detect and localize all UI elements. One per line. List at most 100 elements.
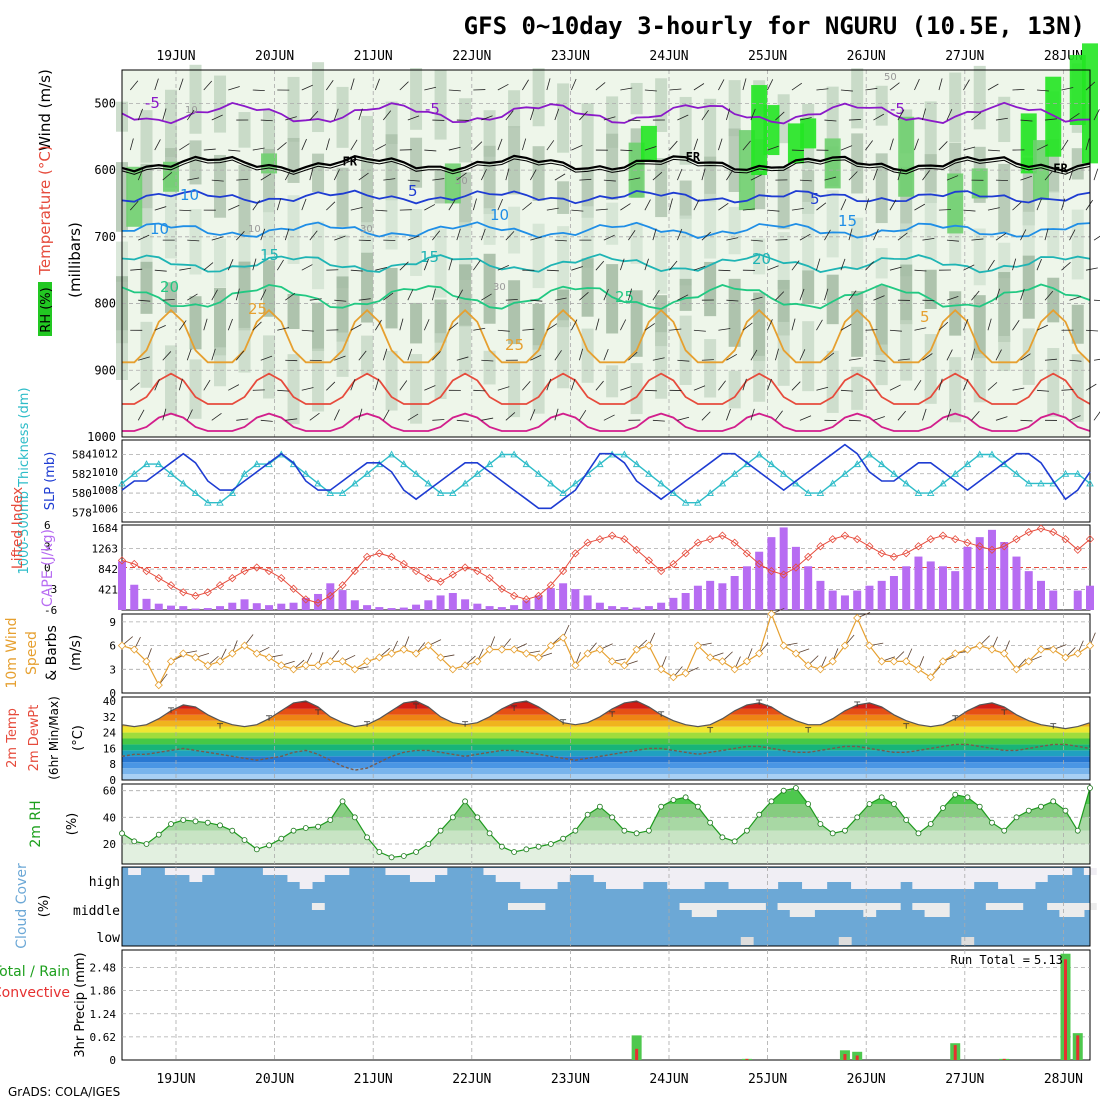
cape-bar (1086, 585, 1094, 610)
temp-ylabel-2: 2m DewPt (27, 705, 42, 772)
rh-shade-cell (238, 261, 251, 331)
thickness-line (121, 453, 1091, 504)
rh-shade-cell (214, 154, 227, 218)
li-marker (522, 595, 531, 604)
wind-barb (628, 229, 636, 241)
wind-barb (407, 413, 419, 421)
rh-marker (315, 823, 321, 830)
wind-barb (480, 228, 486, 241)
high-cloud-gap (544, 868, 558, 889)
freezing-level-label: FR (686, 150, 701, 164)
rh-marker (474, 814, 481, 821)
wind-barb (579, 178, 592, 181)
li-marker (828, 535, 837, 544)
temp-color-band (122, 726, 1090, 733)
wind-barb (677, 114, 689, 121)
wind-speed-marker (644, 641, 653, 650)
wind-barb (726, 299, 739, 302)
cape-bar (595, 602, 604, 610)
thickness-marker (191, 489, 200, 497)
wind-barb (946, 239, 959, 242)
wind-barb (963, 209, 976, 212)
wind-barb (726, 408, 731, 421)
cloud-cover-panel: high middle low Cloud Cover (%) (14, 863, 1097, 949)
wind-barb (840, 199, 847, 211)
li-marker (742, 549, 752, 558)
rh-shade-cell (1071, 148, 1084, 180)
li-marker (301, 595, 310, 604)
wind-ylabel-2: Speed (24, 631, 40, 675)
thickness-marker (1024, 479, 1033, 487)
wind-speed-marker (326, 657, 335, 666)
rh-shade-cell (851, 68, 864, 129)
wind-barb (1061, 87, 1074, 91)
rh-marker (1025, 807, 1032, 814)
high-cloud-gap (409, 868, 423, 882)
wind-speed-marker (571, 661, 580, 670)
li-marker (779, 570, 788, 579)
wind-barb (824, 229, 831, 241)
temp-color-band (122, 774, 1090, 780)
cape-bar (1024, 571, 1033, 610)
wind-barb (529, 409, 536, 421)
wind-barb (922, 108, 926, 121)
cape-bar (338, 590, 347, 610)
rh-shade-cell (630, 363, 643, 415)
li-marker (644, 556, 653, 565)
cape-bar (1000, 542, 1009, 610)
wind-barb (276, 198, 282, 211)
wind-barb (938, 321, 949, 331)
wind-barb (211, 289, 218, 301)
wind-barb (203, 318, 208, 331)
wind-barb (620, 149, 633, 152)
high-cloud-gap (422, 868, 436, 882)
upper-air-temp-label: Temperature (°C) (36, 145, 54, 275)
convective-precip-bar (953, 1045, 957, 1060)
wind-barb (603, 288, 609, 301)
thickness-marker (657, 479, 665, 487)
middle-cloud-gap (838, 903, 852, 910)
wind-barb (473, 389, 486, 392)
rh-marker (596, 803, 603, 810)
wind-speed-marker (240, 641, 249, 650)
middle-cloud-gap (1071, 903, 1085, 917)
rh-shade-cell (704, 339, 717, 398)
wind-barb (873, 229, 879, 241)
wind-barb (946, 349, 953, 361)
rh-shade-cell (385, 197, 398, 250)
li-marker (264, 566, 274, 576)
li-marker (399, 559, 408, 569)
wind-barb (529, 108, 535, 121)
wind-barb (620, 87, 633, 91)
high-cloud-gap (177, 868, 190, 875)
rh-shade-cell (1047, 191, 1060, 257)
wind-barb (285, 116, 297, 121)
upper-air-ylabel: (millibars) (66, 222, 84, 298)
thickness-marker (681, 498, 690, 506)
cloud-ylabel-1: Cloud Cover (14, 863, 30, 949)
rh-shade-cell (1071, 304, 1084, 344)
cape-bar (154, 603, 163, 610)
li-marker (387, 552, 396, 561)
middle-cloud-gap (887, 903, 901, 910)
wind-barb (309, 110, 319, 121)
cloud-level-high: high (89, 875, 120, 890)
high-cloud-gap (287, 868, 301, 882)
isotherm-label: 15 (260, 246, 279, 264)
wind-barb (897, 410, 906, 421)
rh-marker (903, 817, 910, 823)
thickness-tick-label: 584 (72, 448, 92, 461)
wind-barb (644, 199, 651, 211)
wind-barb (603, 116, 616, 121)
isotherm-label: 25 (248, 300, 267, 318)
rh-shade-cell (361, 252, 374, 323)
rh-tick-label: 60 (103, 785, 116, 798)
wind-barb (432, 351, 441, 361)
rh-marker (425, 841, 432, 847)
wind-barb (693, 199, 700, 211)
wind-speed-marker (1000, 649, 1009, 658)
top-date-label: 22JUN (452, 49, 491, 64)
temp-color-band (122, 701, 1090, 703)
slp-tick-label: 1006 (92, 502, 119, 515)
thickness-marker (228, 489, 237, 497)
